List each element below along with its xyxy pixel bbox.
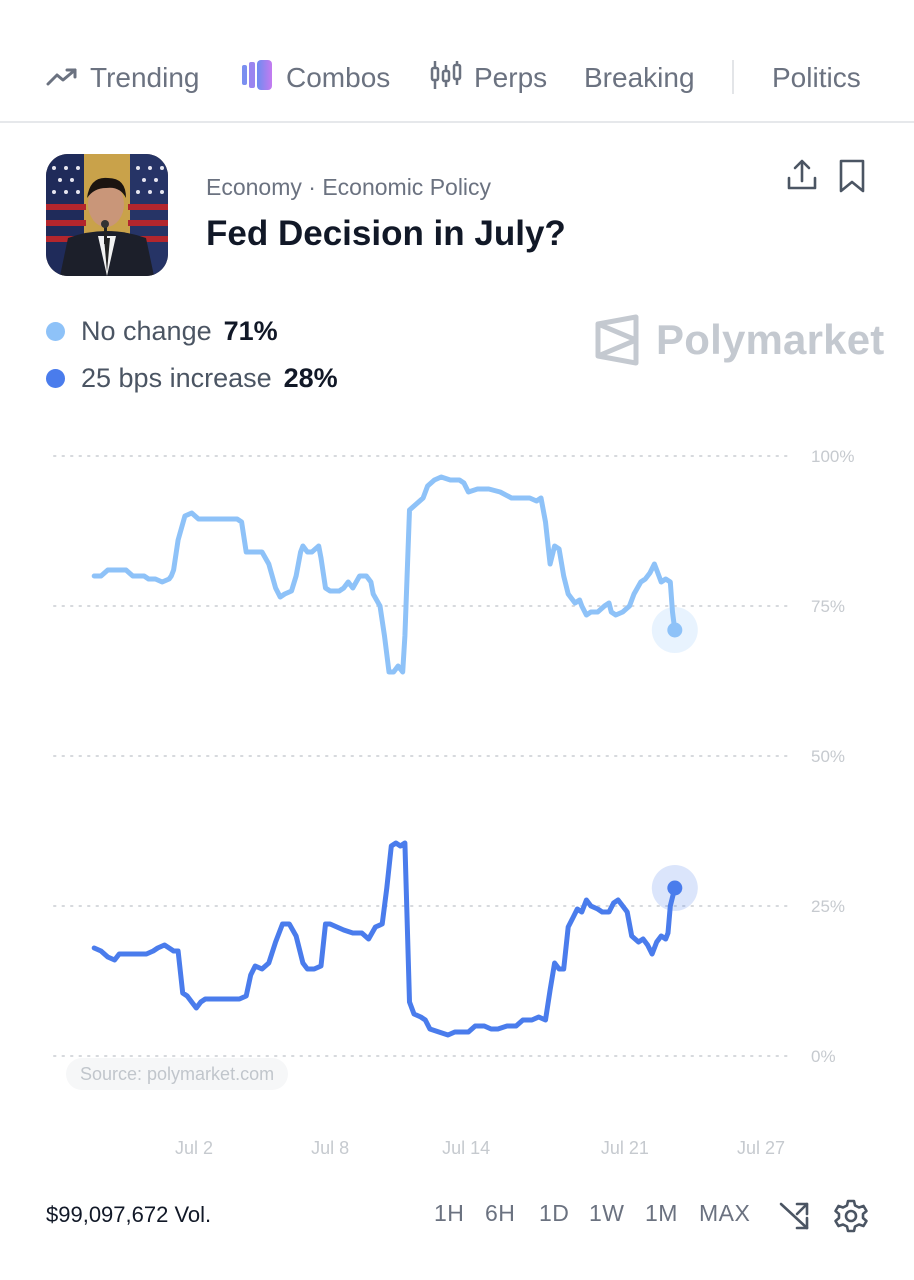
y-tick-label: 100% <box>811 447 854 466</box>
combos-icon <box>240 58 274 99</box>
legend-label: No change <box>81 315 212 346</box>
share-icon <box>787 159 817 190</box>
y-tick-label: 0% <box>811 1047 836 1066</box>
polymarket-watermark: Polymarket <box>594 314 884 366</box>
x-tick-label: Jul 14 <box>442 1138 490 1158</box>
nav-item-label: Breaking <box>584 62 695 93</box>
source-label: Source: polymarket.com <box>66 1058 289 1090</box>
nav-item-label: Combos <box>286 62 391 93</box>
volume-label: $99,097,672 Vol. <box>46 1202 212 1227</box>
y-tick-label: 75% <box>811 597 845 616</box>
brand-name: Polymarket <box>656 316 885 363</box>
nav-item-label: Trending <box>90 62 200 93</box>
market-thumbnail <box>46 154 168 276</box>
range-1h[interactable]: 1H <box>434 1200 465 1226</box>
top-nav: Trending Combos Perps Breaking Politics <box>0 0 914 123</box>
nav-item-trending[interactable]: Trending <box>46 58 199 98</box>
legend: No change 71% 25 bps increase 28% <box>46 315 338 394</box>
x-tick-label: Jul 27 <box>737 1138 785 1158</box>
series-end-point <box>667 622 683 638</box>
series-line-no-change <box>91 474 678 675</box>
shuffle-icon <box>779 1202 809 1230</box>
nav-item-breaking[interactable]: Breaking <box>584 58 695 98</box>
nav-item-perps[interactable]: Perps <box>430 58 547 98</box>
x-tick-label: Jul 8 <box>311 1138 349 1158</box>
nav-item-label: Perps <box>474 62 548 93</box>
bookmark-button[interactable] <box>832 156 872 196</box>
legend-item-25bps: 25 bps increase 28% <box>46 362 338 394</box>
legend-value: 71% <box>223 315 278 346</box>
range-1d[interactable]: 1D <box>539 1200 570 1226</box>
y-tick-label: 25% <box>811 897 845 916</box>
polymarket-logo-icon <box>595 314 639 366</box>
series-end-point <box>667 880 683 896</box>
gear-icon <box>834 1199 868 1233</box>
nav-divider <box>732 60 734 94</box>
legend-value: 28% <box>283 362 338 393</box>
bookmark-icon <box>839 159 865 193</box>
breadcrumb[interactable]: Economy · Economic Policy <box>206 174 492 200</box>
y-tick-label: 50% <box>811 747 845 766</box>
legend-dot <box>46 321 65 341</box>
trending-icon <box>46 62 78 94</box>
range-6h[interactable]: 6H <box>485 1200 516 1226</box>
legend-dot <box>46 368 65 388</box>
series-line-25bps-increase <box>91 840 678 1038</box>
shuffle-button[interactable] <box>777 1198 813 1234</box>
nav-item-label: Politics <box>772 62 861 93</box>
nav-item-politics[interactable]: Politics <box>772 58 861 98</box>
legend-item-no-change: No change 71% <box>46 315 338 347</box>
share-button[interactable] <box>782 156 822 196</box>
price-chart[interactable]: 100% 75% 50% 25% 0% Jul 2 Jul 8 Jul 14 Jul 21 Jul… <box>0 430 914 1170</box>
settings-button[interactable] <box>833 1198 869 1234</box>
range-1m[interactable]: 1M <box>645 1200 678 1226</box>
candlestick-icon <box>430 59 462 98</box>
x-tick-label: Jul 21 <box>601 1138 649 1158</box>
range-1w[interactable]: 1W <box>589 1200 625 1226</box>
range-max[interactable]: MAX <box>699 1200 751 1226</box>
legend-label: 25 bps increase <box>81 362 272 393</box>
nav-item-combos[interactable]: Combos <box>240 58 390 98</box>
page-title: Fed Decision in July? <box>206 214 566 253</box>
x-tick-label: Jul 2 <box>175 1138 213 1158</box>
